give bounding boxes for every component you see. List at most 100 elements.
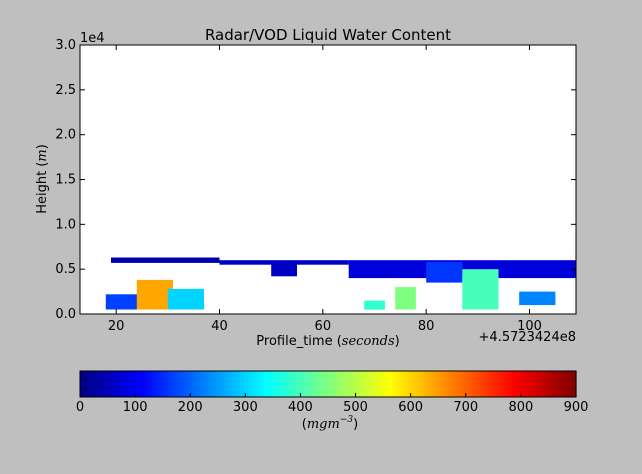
colorbar-segment xyxy=(552,371,557,397)
colorbar-segment xyxy=(512,371,517,397)
colorbar-segment xyxy=(248,371,253,397)
heatmap-cells xyxy=(105,257,576,310)
colorbar-segment xyxy=(156,371,161,397)
colorbar-segment xyxy=(484,371,489,397)
colorbar-segment xyxy=(140,371,145,397)
y-tick-label: 3.0 xyxy=(55,38,76,53)
heatmap-region-1 xyxy=(136,279,173,310)
colorbar-segment xyxy=(116,371,121,397)
colorbar-segment xyxy=(84,371,89,397)
colorbar-segment xyxy=(412,371,417,397)
x-tick-label: 80 xyxy=(418,319,435,334)
colorbar-tick-label: 700 xyxy=(453,400,478,415)
colorbar-tick-label: 400 xyxy=(288,400,313,415)
colorbar-segment xyxy=(236,371,241,397)
colorbar-segment xyxy=(296,371,301,397)
colorbar-segment xyxy=(464,371,469,397)
colorbar-segment xyxy=(320,371,325,397)
colorbar-segment xyxy=(256,371,261,397)
x-axis-unit: seconds xyxy=(342,334,395,349)
colorbar-segment xyxy=(564,371,569,397)
colorbar-segment xyxy=(544,371,549,397)
colorbar-segment xyxy=(96,371,101,397)
colorbar-segment xyxy=(292,371,297,397)
colorbar-segment xyxy=(492,371,497,397)
colorbar-segment xyxy=(284,371,289,397)
colorbar-segment xyxy=(312,371,317,397)
y-axis-label-text: Height xyxy=(35,171,50,214)
y-tick-label: 1.0 xyxy=(55,217,76,232)
colorbar-segment xyxy=(232,371,237,397)
x-axis-label-text: Profile_time xyxy=(256,334,332,349)
colorbar-segment xyxy=(392,371,397,397)
x-tick-label: 20 xyxy=(108,319,125,334)
colorbar-segment xyxy=(528,371,533,397)
colorbar-segment xyxy=(404,371,409,397)
colorbar-segment xyxy=(460,371,465,397)
colorbar-segment xyxy=(336,371,341,397)
heatmap-region-9 xyxy=(395,287,416,310)
colorbar-segment xyxy=(456,371,461,397)
colorbar-unit-exponent: −3 xyxy=(340,415,354,425)
colorbar-segment xyxy=(448,371,453,397)
colorbar-segment xyxy=(264,371,269,397)
colorbar-segment xyxy=(80,371,85,397)
heatmap-region-7 xyxy=(426,262,463,283)
y-tick-label: 1.5 xyxy=(55,173,76,188)
y-tick-label: 2.5 xyxy=(55,83,76,98)
colorbar-segment xyxy=(308,371,313,397)
colorbar-tick-label: 100 xyxy=(123,400,148,415)
y-tick-label: 2.0 xyxy=(55,128,76,143)
colorbar-segment xyxy=(508,371,513,397)
colorbar-segment xyxy=(168,371,173,397)
colorbar-segment xyxy=(108,371,113,397)
colorbar-segment xyxy=(520,371,525,397)
y-axis-label: Height (m) xyxy=(35,144,50,214)
heatmap-region-8 xyxy=(462,269,499,310)
colorbar-segment xyxy=(200,371,205,397)
heatmap-region-2 xyxy=(167,288,204,310)
colorbar-segment xyxy=(228,371,233,397)
x-tick-label: 100 xyxy=(517,319,542,334)
colorbar-segment xyxy=(476,371,481,397)
colorbar-segment xyxy=(300,371,305,397)
colorbar-segment xyxy=(444,371,449,397)
colorbar-tick-label: 900 xyxy=(564,400,589,415)
chart-title: Radar/VOD Liquid Water Content xyxy=(205,26,451,44)
colorbar-segment xyxy=(524,371,529,397)
colorbar-segment xyxy=(184,371,189,397)
colorbar-segment xyxy=(480,371,485,397)
y-tick-label: 0.0 xyxy=(55,307,76,322)
colorbar-tick-label: 500 xyxy=(343,400,368,415)
colorbar-segment xyxy=(340,371,345,397)
colorbar-segment xyxy=(560,371,565,397)
colorbar-ticks: 0 100 200 300 400 500 600 700 800 900 xyxy=(76,393,589,415)
colorbar-segment xyxy=(400,371,405,397)
colorbar-segment xyxy=(288,371,293,397)
colorbar-segment xyxy=(132,371,137,397)
colorbar-segment xyxy=(388,371,393,397)
colorbar-label: (mgm−3) xyxy=(302,415,358,432)
x-axis-ticks: 20 40 60 80 100 xyxy=(108,45,542,334)
colorbar-segment xyxy=(160,371,165,397)
x-tick-label: 60 xyxy=(315,319,332,334)
colorbar-segment xyxy=(172,371,177,397)
colorbar-segment xyxy=(104,371,109,397)
colorbar-segment xyxy=(204,371,209,397)
y-tick-label: 0.5 xyxy=(55,262,76,277)
colorbar-segment xyxy=(356,371,361,397)
colorbar-segment xyxy=(572,371,577,397)
y-axis-unit: m xyxy=(35,149,50,161)
colorbar-segment xyxy=(280,371,285,397)
colorbar-segment xyxy=(216,371,221,397)
colorbar-tick-label: 600 xyxy=(398,400,423,415)
colorbar-segment xyxy=(468,371,473,397)
colorbar-segment xyxy=(556,371,561,397)
colorbar-segment xyxy=(396,371,401,397)
colorbar-segment xyxy=(324,371,329,397)
colorbar-segment xyxy=(196,371,201,397)
colorbar-segment xyxy=(268,371,273,397)
colorbar-segment xyxy=(92,371,97,397)
colorbar-segment xyxy=(432,371,437,397)
colorbar-segment xyxy=(376,371,381,397)
